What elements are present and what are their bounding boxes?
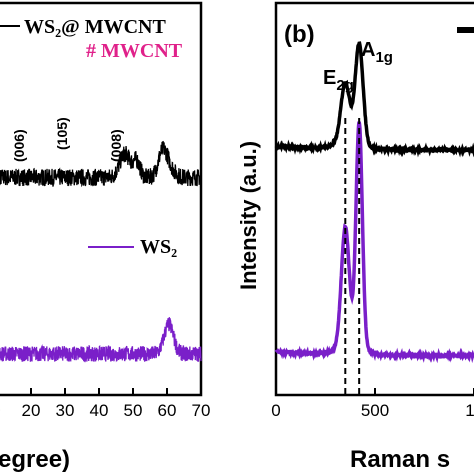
- panel-b-series-group: [274, 41, 474, 364]
- panel-b: 0 500 1 (b) E2g A1g Intensity (a.u.) Raman…: [236, 1, 474, 473]
- peak-label-e2g-main: E: [323, 67, 336, 89]
- panel-b-xlabel: Raman s: [350, 446, 450, 473]
- peak-label-e2g-sub: 2g: [336, 77, 354, 94]
- peak-label-e2g: E2g: [323, 67, 354, 94]
- x-tick-label-a-0: 0: [0, 401, 1, 420]
- x-tick-label-b-1: 500: [361, 401, 389, 420]
- x-tick-label-a-4: 50: [124, 401, 143, 420]
- panel-a-xlabel: egree): [0, 446, 70, 473]
- series-line-b-1: [274, 121, 474, 364]
- legend-label-mwcnt: # MWCNT: [86, 40, 183, 62]
- panel-b-frame: [274, 1, 474, 397]
- peak-label-105: (105): [54, 117, 70, 150]
- x-tick-label-a-5: 60: [158, 401, 177, 420]
- peak-label-008: (008): [108, 129, 124, 162]
- x-tick-label-b-0: 0: [271, 401, 280, 420]
- x-tick-label-b-2: 1: [465, 401, 474, 420]
- panel-b-label: (b): [284, 21, 315, 48]
- peak-label-a1g-sub: 1g: [375, 49, 393, 66]
- series-line-b-0: [274, 41, 474, 158]
- legend-label-ws2: WS₂: [140, 236, 177, 258]
- x-tick-label-a-1: 20: [22, 401, 41, 420]
- x-tick-label-a-3: 40: [90, 401, 109, 420]
- x-tick-label-a-6: 70: [192, 401, 211, 420]
- peak-label-006: (006): [11, 129, 27, 162]
- panel-a-series-group: [0, 140, 202, 363]
- peak-label-a1g: A1g: [361, 39, 393, 66]
- series-line-a-1: [0, 317, 202, 363]
- panel-b-ylabel: Intensity (a.u.): [236, 141, 261, 290]
- legend-label-ws2-mwcnt: WS₂@ MWCNT: [24, 16, 166, 38]
- panel-b-ticks-group: 0 500 1: [271, 388, 474, 420]
- peak-label-a1g-main: A: [361, 39, 375, 61]
- panel-b-guide-lines: [344, 118, 361, 395]
- series-line-a-0: [0, 140, 202, 188]
- x-tick-label-a-2: 30: [56, 401, 75, 420]
- panel-a: 0 20 30 40 50 60 70 WS₂@ MWCNT # MWCNT WS₂ (00…: [0, 1, 210, 473]
- panel-a-ticks-group: 0 20 30 40 50 60 70: [0, 388, 210, 420]
